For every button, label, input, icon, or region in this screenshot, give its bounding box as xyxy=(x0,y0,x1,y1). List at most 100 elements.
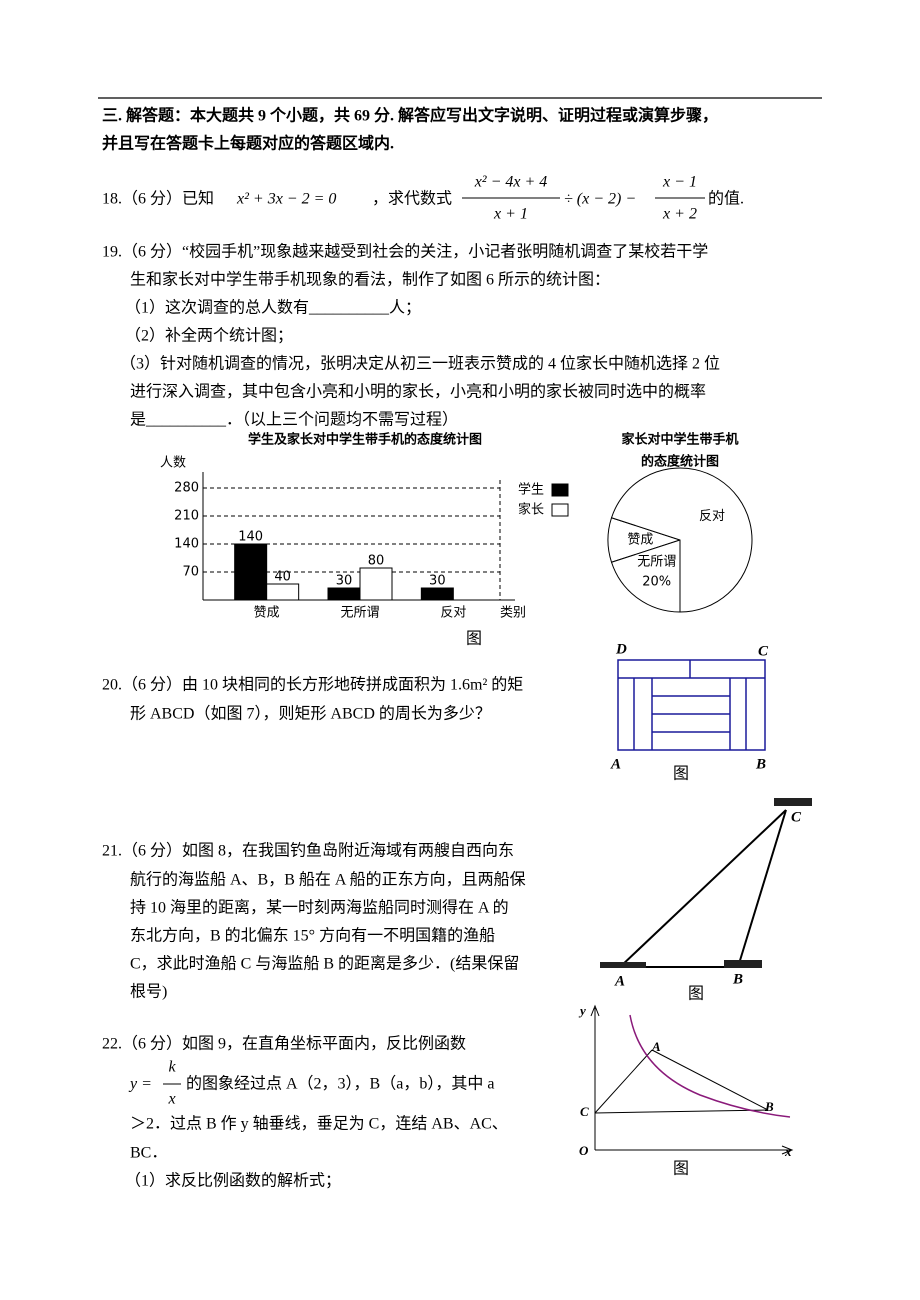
point-label: C xyxy=(580,1104,589,1119)
question-line: （3）针对随机调查的情况，张明决定从初三一班表示赞成的 4 位家长中随机选择 2… xyxy=(120,355,720,373)
q22: ＞2．过点 B 作 y 轴垂线，垂足为 C，连结 AB、AC、 BC． （1）求反比… xyxy=(125,1115,508,1190)
figure-caption: 图 xyxy=(688,986,704,1003)
segment xyxy=(594,1049,653,1114)
q22-line: 22.（6 分）如图 9，在直角坐标平面内，反比例函数 xyxy=(102,1035,466,1053)
y-axis-label: 人数 xyxy=(160,456,186,471)
x-tick-label: 反对 xyxy=(440,606,466,621)
bar xyxy=(420,587,454,601)
slice-value-label: 20% xyxy=(642,575,671,590)
question-line: C，求此时渔船 C 与海监船 B 的距离是多少．(结果保留 xyxy=(130,955,519,973)
arrow xyxy=(590,1004,600,1017)
x-tick-label: 赞成 xyxy=(254,606,280,621)
point-label: C xyxy=(758,643,769,659)
segment xyxy=(737,809,787,968)
legend-swatch xyxy=(551,483,569,497)
segment xyxy=(651,1049,769,1111)
question-line: 生和家长对中学生带手机现象的看法，制作了如图 6 所示的统计图： xyxy=(130,271,610,289)
ship-figure xyxy=(600,798,812,968)
ship-icon xyxy=(600,962,646,968)
q18-text: 的值. xyxy=(708,190,744,208)
fraction-denominator: x xyxy=(167,1091,175,1108)
origin-label: O xyxy=(579,1143,589,1158)
question-line: 东北方向，B 的北偏东 15° 方向有一不明国籍的渔船 xyxy=(130,927,495,945)
question-line: 是__________．（以上三个问题均不需写过程） xyxy=(130,411,458,429)
value-label: 30 xyxy=(336,574,353,589)
legend-swatch xyxy=(551,503,569,517)
point-label: A xyxy=(651,1039,661,1054)
figure-caption: 图 xyxy=(466,631,482,648)
axis-label: x xyxy=(784,1144,792,1159)
q18-text: ，求代数式 xyxy=(372,190,452,208)
fraction-denominator: x + 1 xyxy=(493,206,528,223)
hyperbola xyxy=(629,1014,791,1118)
point-label: A xyxy=(614,973,625,989)
segment xyxy=(619,809,787,968)
pie-slice xyxy=(610,539,681,613)
figure-caption: 图 xyxy=(673,766,689,783)
fraction-numerator: x² − 4x + 4 xyxy=(474,174,548,191)
q22-line: 的图象经过点 A（2，3），B（a，b），其中 a xyxy=(186,1075,494,1093)
question-line: 进行深入调查，其中包含小亮和小明的家长，小亮和小明的家长被同时选中的概率 xyxy=(130,383,706,401)
question-line: （1）求反比例函数的解析式； xyxy=(125,1172,341,1190)
section-heading: 三. 解答题：本大题共 9 个小题，共 69 分. 解答应写出文字说明、证明过程… xyxy=(102,106,718,125)
q18-equation: x² + 3x − 2 = 0 xyxy=(236,191,336,208)
rectangle xyxy=(617,659,766,751)
ship-icon xyxy=(724,960,762,968)
question-line: （2）补全两个统计图； xyxy=(125,327,293,345)
value-label: 30 xyxy=(429,574,446,589)
section-heading: 并且写在答题卡上每题对应的答题区域内. xyxy=(102,134,394,153)
question-line: 根号) xyxy=(130,983,167,1001)
tile-figure xyxy=(617,659,766,751)
question-line: （1）这次调查的总人数有__________人； xyxy=(125,299,421,317)
arrow xyxy=(781,1145,794,1155)
x-axis-label: 类别 xyxy=(500,606,526,621)
question-line: 持 10 海里的距离，某一时刻两海监船同时测得在 A 的 xyxy=(130,899,509,917)
value-label: 40 xyxy=(274,570,291,585)
question-line: 19.（6 分）“校园手机”现象越来越受到社会的关注，小记者张明随机调查了某校若… xyxy=(102,243,708,261)
q20: 20.（6 分）由 10 块相同的长方形地砖拼成面积为 1.6m² 的矩形 AB… xyxy=(102,676,523,723)
value-label: 80 xyxy=(368,554,385,569)
point-label: B xyxy=(755,756,766,772)
chart-title: 学生及家长对中学生带手机的态度统计图 xyxy=(248,432,482,448)
bar xyxy=(266,583,300,601)
q18-intro: 18.（6 分）已知 xyxy=(102,190,214,208)
x-tick-label: 无所谓 xyxy=(340,606,379,621)
question-line: BC． xyxy=(130,1145,167,1162)
figure-caption: 图 xyxy=(673,1161,689,1178)
axis-label: y xyxy=(578,1003,586,1018)
point-label: C xyxy=(791,809,802,825)
fraction-numerator: x − 1 xyxy=(662,174,697,191)
value-label: 140 xyxy=(238,530,263,545)
question-line: 形 ABCD（如图 7），则矩形 ABCD 的周长为多少？ xyxy=(130,705,491,723)
point-label: D xyxy=(615,641,627,657)
pie-slice xyxy=(610,467,753,613)
question-line: 21.（6 分）如图 8，在我国钓鱼岛附近海域有两艘自西向东 xyxy=(102,842,514,860)
slice-label: 赞成 xyxy=(627,533,653,548)
y-tick-label: 210 xyxy=(174,509,199,524)
legend-label: 学生 xyxy=(518,482,544,498)
segment xyxy=(594,1109,769,1114)
bar xyxy=(359,567,393,601)
q19: 19.（6 分）“校园手机”现象越来越受到社会的关注，小记者张明随机调查了某校若… xyxy=(102,243,720,429)
q18-operator: ÷ (x − 2) − xyxy=(564,191,636,208)
point-label: B xyxy=(732,971,743,987)
ship-icon xyxy=(774,798,812,806)
fraction-numerator: k xyxy=(168,1059,176,1076)
question-line: 20.（6 分）由 10 块相同的长方形地砖拼成面积为 1.6m² 的矩 xyxy=(102,676,523,694)
bar xyxy=(234,543,268,601)
y-tick-label: 70 xyxy=(182,565,199,580)
legend-label: 家长 xyxy=(518,502,544,518)
chart-title: 的态度统计图 xyxy=(641,454,719,470)
slice-label: 反对 xyxy=(699,509,725,524)
formula-lhs: y = xyxy=(128,1076,152,1093)
y-tick-label: 140 xyxy=(174,537,199,552)
coordinate-figure xyxy=(590,1004,794,1155)
question-line: ＞2．过点 B 作 y 轴垂线，垂足为 C，连结 AB、AC、 xyxy=(130,1115,508,1133)
bar xyxy=(327,587,361,601)
chart-title: 家长对中学生带手机 xyxy=(621,432,738,448)
fraction-denominator: x + 2 xyxy=(662,206,697,223)
